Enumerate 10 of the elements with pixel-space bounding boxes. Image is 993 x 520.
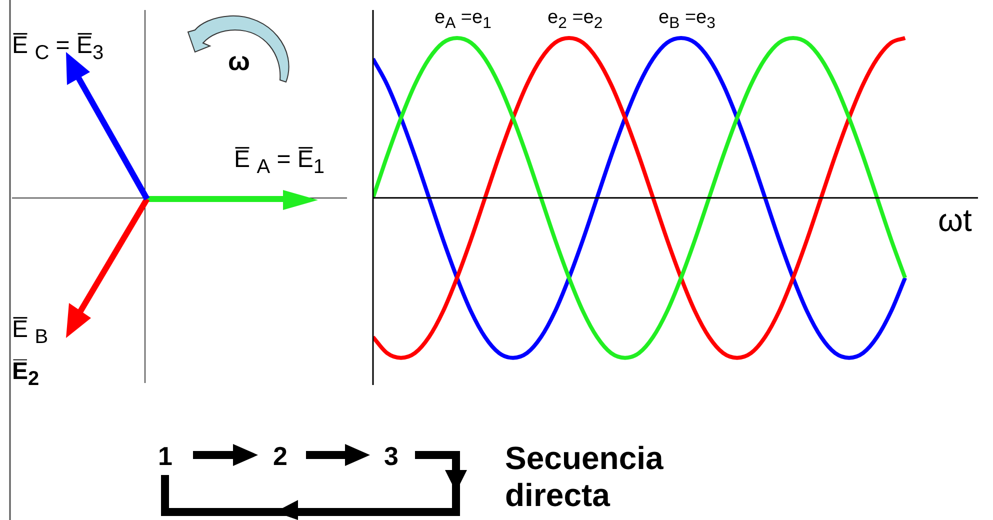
series-label: e$_{B}$ =e$_{3}$	[658, 7, 716, 32]
series-label: e$_{A}$ =e$_{1}$	[434, 7, 492, 32]
text: E̅ $_{C}$ = E̅$_{3}$	[12, 32, 104, 64]
text: ω	[228, 46, 250, 76]
text: E̅$_{2}$	[12, 358, 40, 390]
text: Secuencia directa	[505, 440, 664, 514]
text: E̅ $_{A}$ = E̅$_{1}$	[234, 146, 325, 178]
text: E̅ $_{B}$	[12, 316, 48, 348]
series-label: e$_{2}$ =e$_{2}$	[548, 7, 603, 32]
x-axis-title: ωt	[938, 202, 972, 238]
